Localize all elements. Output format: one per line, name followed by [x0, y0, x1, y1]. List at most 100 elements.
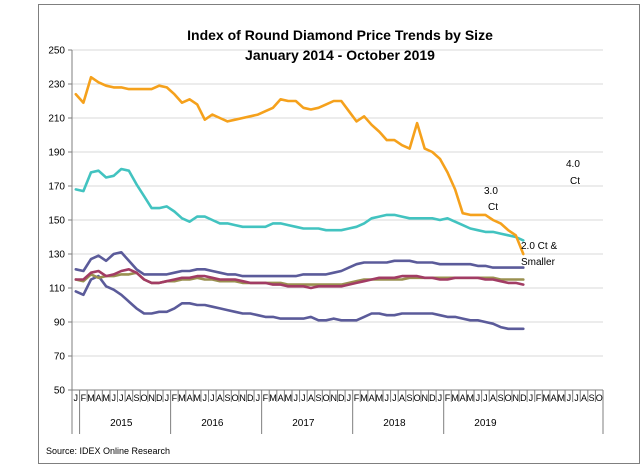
x-month-label: M — [558, 393, 566, 403]
y-tick-label: 230 — [48, 80, 65, 91]
y-axis-tick-labels: 50 70 90 110 130 150 170 190 210 230 250 — [48, 46, 65, 397]
x-month-label: O — [505, 393, 512, 403]
year-label: 2015 — [110, 418, 133, 429]
x-month-label: M — [193, 393, 201, 403]
year-label: 2018 — [383, 418, 406, 429]
x-month-label: F — [81, 393, 87, 403]
x-month-label: A — [96, 393, 102, 403]
x-month-label: J — [476, 393, 481, 403]
x-month-label: J — [438, 393, 443, 403]
x-month-label: M — [269, 393, 277, 403]
x-month-label: D — [429, 393, 436, 403]
x-month-label: J — [119, 393, 124, 403]
x-month-label: J — [385, 393, 390, 403]
series-annotation: 3.0 — [484, 186, 498, 197]
y-tick-label: 190 — [48, 148, 65, 159]
x-month-label: S — [316, 393, 322, 403]
x-month-label: J — [301, 393, 306, 403]
x-month-label: F — [172, 393, 178, 403]
series-annotation: Ct — [488, 202, 498, 213]
y-tick-label: 250 — [48, 46, 65, 57]
chart-title: Index of Round Diamond Price Trends by S… — [187, 27, 493, 43]
x-month-label: M — [375, 393, 383, 403]
y-tick-label: 210 — [48, 114, 65, 125]
series-annotation: Smaller — [521, 257, 556, 268]
x-month-label: S — [498, 393, 504, 403]
x-month-label: M — [542, 393, 550, 403]
x-month-label: M — [87, 393, 95, 403]
y-tick-label: 150 — [48, 216, 65, 227]
x-month-label: A — [399, 393, 405, 403]
series-lines — [74, 75, 525, 331]
gridlines — [72, 49, 603, 357]
x-month-label: J — [210, 393, 215, 403]
series-annotation: 4.0 — [566, 159, 580, 170]
x-month-label: S — [224, 393, 230, 403]
x-month-label: A — [460, 393, 466, 403]
x-month-label: S — [407, 393, 413, 403]
x-month-label: A — [369, 393, 375, 403]
x-month-label: J — [74, 393, 79, 403]
series-annotations: 4.0 Ct 3.0 Ct 2.0 Ct & Smaller — [484, 159, 580, 268]
x-axis-year-labels: 2015 2016 2017 2018 2019 — [110, 418, 497, 429]
series-annotation: Ct — [570, 176, 580, 187]
x-month-label: O — [414, 393, 421, 403]
x-month-label: A — [490, 393, 496, 403]
x-month-label: O — [596, 393, 603, 403]
x-month-label: J — [392, 393, 397, 403]
x-month-label: M — [360, 393, 368, 403]
x-month-label: A — [217, 393, 223, 403]
y-tick-label: 70 — [54, 352, 66, 363]
x-month-label: O — [323, 393, 330, 403]
series-line-series-6 — [74, 274, 525, 331]
axes — [68, 49, 604, 434]
x-month-label: M — [102, 393, 110, 403]
x-month-label: F — [536, 393, 542, 403]
y-tick-label: 130 — [48, 250, 65, 261]
x-month-label: D — [247, 393, 254, 403]
x-month-label: N — [330, 393, 337, 403]
x-month-label: J — [203, 393, 208, 403]
y-tick-label: 110 — [49, 284, 65, 295]
x-month-label: O — [232, 393, 239, 403]
x-month-label: F — [445, 393, 451, 403]
chart-subtitle: January 2014 - October 2019 — [245, 47, 435, 63]
x-month-label: M — [178, 393, 186, 403]
x-month-label: M — [467, 393, 475, 403]
x-month-label: J — [347, 393, 352, 403]
x-month-label: M — [284, 393, 292, 403]
x-month-label: J — [111, 393, 116, 403]
y-tick-label: 170 — [48, 182, 65, 193]
x-month-label: N — [148, 393, 155, 403]
chart-frame — [38, 4, 640, 464]
series-line-4-0-ct — [74, 75, 525, 256]
year-label: 2019 — [474, 418, 497, 429]
x-month-label: S — [589, 393, 595, 403]
series-line-2-0-ct — [74, 251, 525, 278]
x-month-label: A — [581, 393, 587, 403]
x-month-label: F — [354, 393, 360, 403]
series-line-series-4 — [74, 267, 525, 290]
year-label: 2017 — [292, 418, 315, 429]
x-month-label: D — [520, 393, 527, 403]
x-month-label: N — [513, 393, 520, 403]
source-note: Source: IDEX Online Research — [46, 446, 170, 456]
x-month-label: D — [338, 393, 345, 403]
x-month-label: J — [529, 393, 534, 403]
x-month-label: M — [451, 393, 459, 403]
x-month-label: A — [187, 393, 193, 403]
x-month-label: J — [574, 393, 579, 403]
x-month-label: S — [133, 393, 139, 403]
year-label: 2016 — [201, 418, 224, 429]
x-month-label: F — [263, 393, 269, 403]
x-month-label: A — [308, 393, 314, 403]
x-month-label: J — [294, 393, 299, 403]
y-tick-label: 90 — [54, 318, 66, 329]
x-month-label: N — [421, 393, 428, 403]
x-month-label: A — [551, 393, 557, 403]
x-month-label: A — [278, 393, 284, 403]
y-tick-label: 50 — [54, 386, 66, 397]
x-month-label: J — [567, 393, 572, 403]
